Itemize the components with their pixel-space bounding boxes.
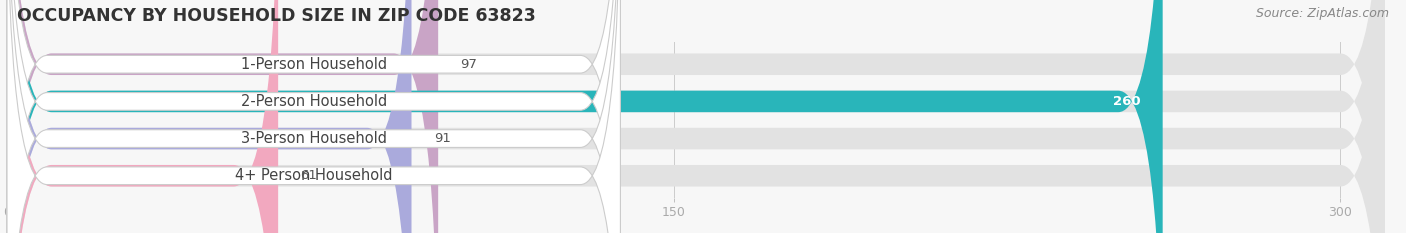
FancyBboxPatch shape [7,0,620,233]
FancyBboxPatch shape [7,0,1163,233]
Text: 2-Person Household: 2-Person Household [240,94,387,109]
FancyBboxPatch shape [7,0,278,233]
Text: OCCUPANCY BY HOUSEHOLD SIZE IN ZIP CODE 63823: OCCUPANCY BY HOUSEHOLD SIZE IN ZIP CODE … [17,7,536,25]
FancyBboxPatch shape [7,0,1385,233]
FancyBboxPatch shape [7,0,1385,233]
FancyBboxPatch shape [7,0,1385,233]
Text: Source: ZipAtlas.com: Source: ZipAtlas.com [1256,7,1389,20]
FancyBboxPatch shape [7,0,412,233]
Text: 91: 91 [433,132,450,145]
FancyBboxPatch shape [7,0,620,233]
Text: 3-Person Household: 3-Person Household [240,131,387,146]
FancyBboxPatch shape [7,0,620,233]
Text: 4+ Person Household: 4+ Person Household [235,168,392,183]
FancyBboxPatch shape [7,0,620,233]
Text: 97: 97 [460,58,477,71]
Text: 1-Person Household: 1-Person Household [240,57,387,72]
Text: 61: 61 [301,169,318,182]
FancyBboxPatch shape [7,0,439,233]
Text: 260: 260 [1112,95,1140,108]
FancyBboxPatch shape [7,0,1385,233]
